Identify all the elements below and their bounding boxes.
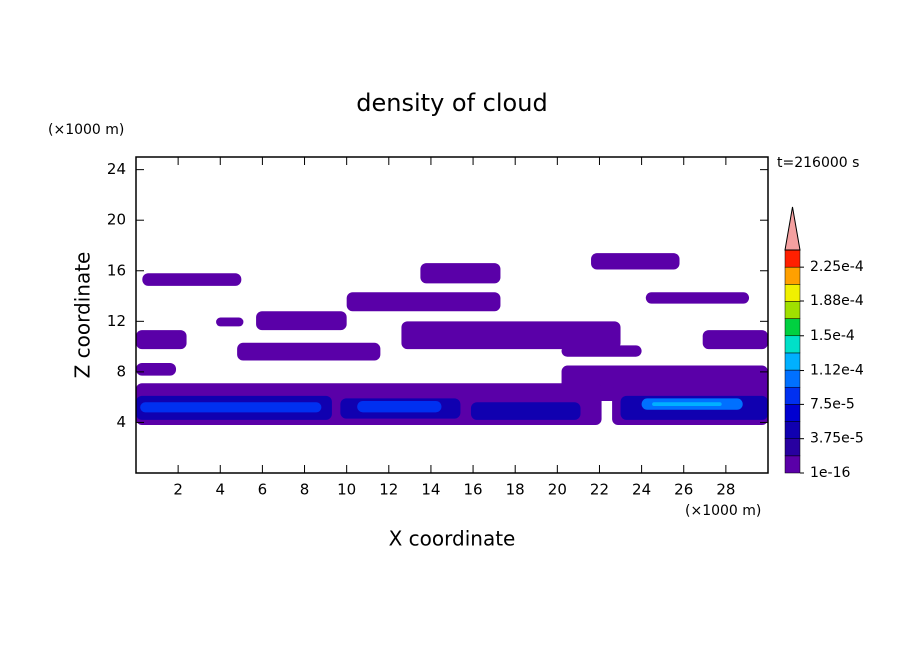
colorbar-tick-label: 7.5e-5 bbox=[810, 396, 855, 412]
colorbar-band bbox=[784, 318, 801, 337]
colorbar-band bbox=[784, 352, 801, 371]
time-annotation: t=216000 s bbox=[777, 155, 859, 171]
contour-region bbox=[702, 330, 768, 350]
contour-region bbox=[140, 402, 322, 413]
contour-region bbox=[470, 402, 581, 420]
y-tick-label: 12 bbox=[107, 312, 126, 330]
contour-region bbox=[561, 345, 642, 357]
contour-region bbox=[357, 400, 442, 413]
colorbar-band bbox=[784, 404, 801, 422]
x-tick-label: 22 bbox=[590, 481, 609, 499]
colorbar-band bbox=[784, 335, 801, 354]
y-unit: (×1000 m) bbox=[48, 122, 124, 138]
contour-region bbox=[136, 363, 177, 376]
colorbar-band bbox=[784, 284, 801, 302]
x-tick-label: 18 bbox=[506, 481, 525, 499]
x-axis-label: X coordinate bbox=[389, 527, 516, 551]
y-tick-label: 20 bbox=[107, 211, 126, 229]
y-tick-label: 16 bbox=[107, 261, 126, 279]
colorbar-tick-label: 1.5e-4 bbox=[810, 328, 855, 344]
contour-region bbox=[216, 317, 244, 327]
colorbar-band bbox=[784, 421, 801, 439]
colorbar-tick-label: 3.75e-5 bbox=[810, 431, 864, 447]
x-tick-label: 6 bbox=[258, 481, 268, 499]
x-tick-label: 2 bbox=[173, 481, 183, 499]
contour-region bbox=[237, 342, 381, 361]
contour-region bbox=[652, 402, 722, 407]
y-tick-label: 24 bbox=[107, 160, 126, 178]
colorbar-tick-label: 1e-16 bbox=[810, 465, 850, 481]
chart-title: density of cloud bbox=[356, 89, 547, 117]
contour-region bbox=[136, 330, 187, 350]
colorbar-band bbox=[784, 266, 801, 285]
x-tick-label: 4 bbox=[215, 481, 225, 499]
colorbar-band bbox=[784, 455, 801, 474]
colorbar-band bbox=[784, 438, 801, 457]
contour-region bbox=[591, 253, 680, 270]
contour-region bbox=[645, 292, 750, 304]
x-tick-label: 26 bbox=[674, 481, 693, 499]
colorbar-band bbox=[784, 386, 801, 405]
x-tick-label: 14 bbox=[421, 481, 440, 499]
colorbar-band bbox=[784, 301, 801, 319]
colorbar-tick-label: 1.12e-4 bbox=[810, 363, 864, 379]
colorbar-tick-label: 1.88e-4 bbox=[810, 293, 864, 309]
plot-frame bbox=[135, 156, 769, 474]
x-tick-label: 8 bbox=[300, 481, 310, 499]
y-tick-label: 4 bbox=[116, 413, 126, 431]
x-tick-label: 24 bbox=[632, 481, 651, 499]
x-unit: (×1000 m) bbox=[685, 503, 761, 519]
colorbar-band bbox=[784, 249, 801, 268]
x-tick-label: 12 bbox=[379, 481, 398, 499]
contour-region bbox=[346, 292, 501, 312]
contour-region bbox=[256, 311, 347, 331]
x-tick-label: 28 bbox=[716, 481, 735, 499]
colorbar-band bbox=[784, 369, 801, 388]
colorbar-tick-label: 2.25e-4 bbox=[810, 259, 864, 275]
y-axis-label: Z coordinate bbox=[71, 252, 95, 379]
colorbar-extend bbox=[784, 206, 801, 251]
contour-region bbox=[142, 273, 242, 286]
x-tick-label: 16 bbox=[464, 481, 483, 499]
x-tick-label: 10 bbox=[337, 481, 356, 499]
y-tick-label: 8 bbox=[116, 362, 126, 380]
contour-region bbox=[420, 263, 501, 284]
x-tick-label: 20 bbox=[548, 481, 567, 499]
contour-region bbox=[401, 321, 621, 350]
